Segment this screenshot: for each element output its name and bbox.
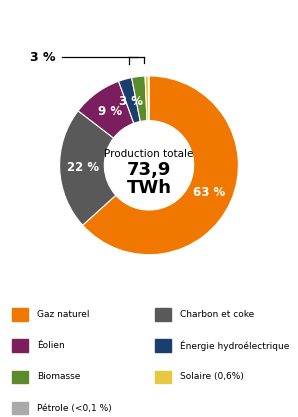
Text: 22 %: 22 % xyxy=(67,161,99,174)
Text: 3 %: 3 % xyxy=(30,51,55,64)
Text: Énergie hydroélectrique: Énergie hydroélectrique xyxy=(180,340,290,351)
Wedge shape xyxy=(148,76,149,121)
Text: TWh: TWh xyxy=(126,178,172,197)
Bar xyxy=(12,402,28,414)
Bar xyxy=(12,339,28,352)
Wedge shape xyxy=(145,76,149,121)
Bar xyxy=(155,339,171,352)
Wedge shape xyxy=(60,111,116,225)
Text: 9 %: 9 % xyxy=(98,106,122,118)
Text: Éolien: Éolien xyxy=(37,341,65,350)
Text: Pétrole (<0,1 %): Pétrole (<0,1 %) xyxy=(37,404,112,413)
Text: Production totale: Production totale xyxy=(104,149,194,159)
Bar xyxy=(155,308,171,321)
Text: 73,9: 73,9 xyxy=(127,161,171,179)
Wedge shape xyxy=(83,76,238,255)
Text: Biomasse: Biomasse xyxy=(37,372,81,382)
Wedge shape xyxy=(78,81,134,138)
Bar xyxy=(12,308,28,321)
Wedge shape xyxy=(132,76,147,121)
Text: Charbon et coke: Charbon et coke xyxy=(180,310,254,319)
Text: Gaz naturel: Gaz naturel xyxy=(37,310,90,319)
Bar xyxy=(155,371,171,383)
Bar xyxy=(12,371,28,383)
Text: 3 %: 3 % xyxy=(119,95,143,108)
Wedge shape xyxy=(119,78,140,123)
Text: 63 %: 63 % xyxy=(193,186,226,198)
Text: Solaire (0,6%): Solaire (0,6%) xyxy=(180,372,244,382)
